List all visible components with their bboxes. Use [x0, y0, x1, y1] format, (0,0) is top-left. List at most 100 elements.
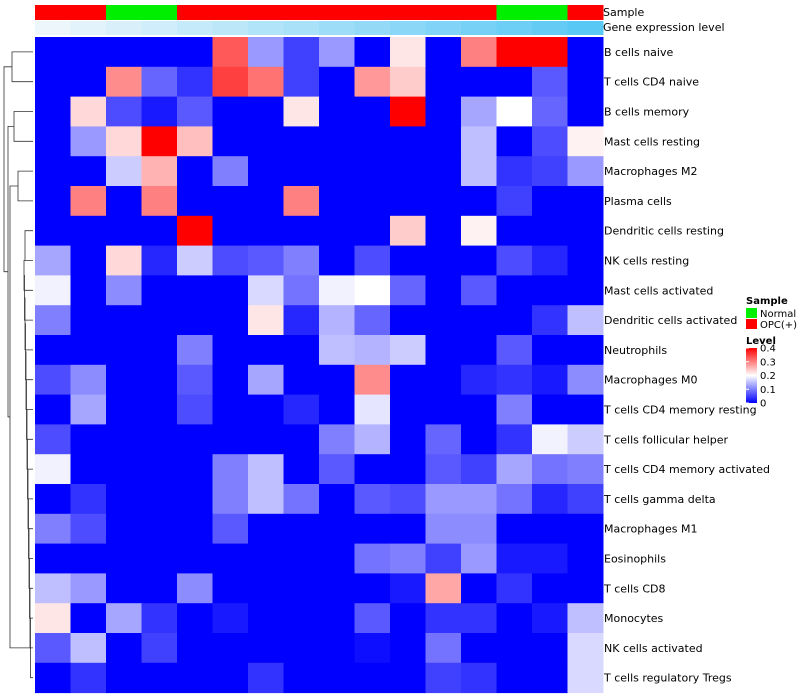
heatmap-cell [354, 156, 391, 187]
heatmap-cell [70, 275, 107, 306]
heatmap-cell [248, 603, 284, 634]
heatmap-cell [106, 275, 142, 306]
heatmap-cell [390, 305, 426, 336]
expression-annotation-cell [106, 21, 142, 35]
heatmap-cell [425, 96, 462, 127]
heatmap-cell [248, 513, 284, 545]
heatmap-cell [177, 156, 213, 187]
heatmap-cell [212, 186, 249, 217]
row-label: T cells CD4 memory resting [603, 404, 757, 417]
heatmap-cell [177, 37, 213, 68]
heatmap-cell [354, 364, 391, 396]
heatmap-cell [567, 186, 604, 217]
heatmap-cell [141, 513, 178, 545]
heatmap-cell [461, 335, 497, 366]
heatmap-cell [390, 37, 426, 68]
heatmap-cell [141, 335, 178, 366]
heatmap-cell [35, 37, 71, 68]
heatmap-cell [461, 364, 497, 396]
heatmap-cell [532, 126, 568, 157]
heatmap-cell [177, 573, 213, 604]
heatmap-cell [319, 454, 355, 485]
heatmap-cell [248, 543, 284, 574]
heatmap-cell [283, 394, 320, 425]
heatmap-cell [319, 424, 355, 455]
heatmap-cell [70, 662, 107, 694]
heatmap-cell [283, 275, 320, 306]
heatmap-cell [106, 37, 142, 68]
heatmap-cell [141, 633, 178, 664]
heatmap-cell [390, 126, 426, 157]
heatmap-cell [177, 245, 213, 276]
heatmap-cell [354, 245, 391, 276]
level-legend: Level 0.4 0.3 0.2 0.1 0 [746, 336, 776, 410]
sample-annotation-cell [212, 5, 249, 20]
heatmap-cell [35, 215, 71, 247]
heatmap-cell [141, 484, 178, 515]
heatmap-cell [177, 126, 213, 157]
heatmap-cell [283, 245, 320, 276]
heatmap-cell [70, 245, 107, 276]
heatmap-cell [390, 245, 426, 276]
heatmap-cell [212, 364, 249, 396]
heatmap-cell [425, 186, 462, 217]
heatmap-cell [283, 424, 320, 455]
heatmap-cell [319, 96, 355, 127]
heatmap-cell [248, 186, 284, 217]
heatmap-cell [177, 275, 213, 306]
heatmap-cell [319, 66, 355, 98]
expression-annotation-cell [532, 21, 568, 35]
heatmap-cell [177, 96, 213, 127]
heatmap-cell [461, 484, 497, 515]
heatmap-cell [532, 156, 568, 187]
heatmap-cell [319, 364, 355, 396]
heatmap-cell [354, 275, 391, 306]
heatmap-cell [106, 573, 142, 604]
heatmap-cell [390, 186, 426, 217]
heatmap-cell [106, 96, 142, 127]
heatmap-cell [496, 215, 533, 247]
legend-swatch-opc [746, 319, 757, 329]
heatmap-cell [283, 37, 320, 68]
row-label: NK cells resting [604, 255, 689, 268]
heatmap-cell [283, 603, 320, 634]
heatmap-cell [106, 424, 142, 455]
heatmap-cell [177, 364, 213, 396]
heatmap-cell [141, 126, 178, 157]
heatmap-cell [354, 543, 391, 574]
row-label: T cells CD4 naive [603, 76, 699, 89]
level-tick-label: 0.3 [760, 357, 776, 368]
sample-annotation-cell [177, 5, 213, 20]
heatmap-cell [532, 96, 568, 127]
heatmap-cell [141, 364, 178, 396]
level-tick-label: 0.2 [760, 371, 776, 382]
expression-annotation-cell [354, 21, 391, 35]
heatmap-cell [212, 305, 249, 336]
heatmap-cell [70, 364, 107, 396]
heatmap-cell [425, 156, 462, 187]
sample-legend-title: Sample [746, 296, 788, 307]
heatmap-cell [425, 662, 462, 694]
level-tick-label: 0 [760, 399, 766, 410]
heatmap-cell [496, 335, 533, 366]
heatmap-cell [319, 513, 355, 545]
expression-annotation-cell [283, 21, 320, 35]
heatmap-cell [319, 156, 355, 187]
heatmap-cell [283, 96, 320, 127]
heatmap-cell [532, 305, 568, 336]
heatmap-cell [35, 186, 71, 217]
level-tick-label: 0.4 [760, 344, 776, 355]
heatmap-cell [319, 37, 355, 68]
heatmap-cell [70, 603, 107, 634]
heatmap-cell [425, 275, 462, 306]
heatmap-cell [461, 394, 497, 425]
sample-annotation-cell [354, 5, 391, 20]
heatmap-cell [35, 156, 71, 187]
heatmap-cell [496, 603, 533, 634]
heatmap-cell [390, 66, 426, 98]
row-dendrogram [3, 51, 33, 679]
heatmap-cell [283, 364, 320, 396]
row-label: T cells regulatory Tregs [603, 672, 732, 685]
heatmap-cell [496, 394, 533, 425]
